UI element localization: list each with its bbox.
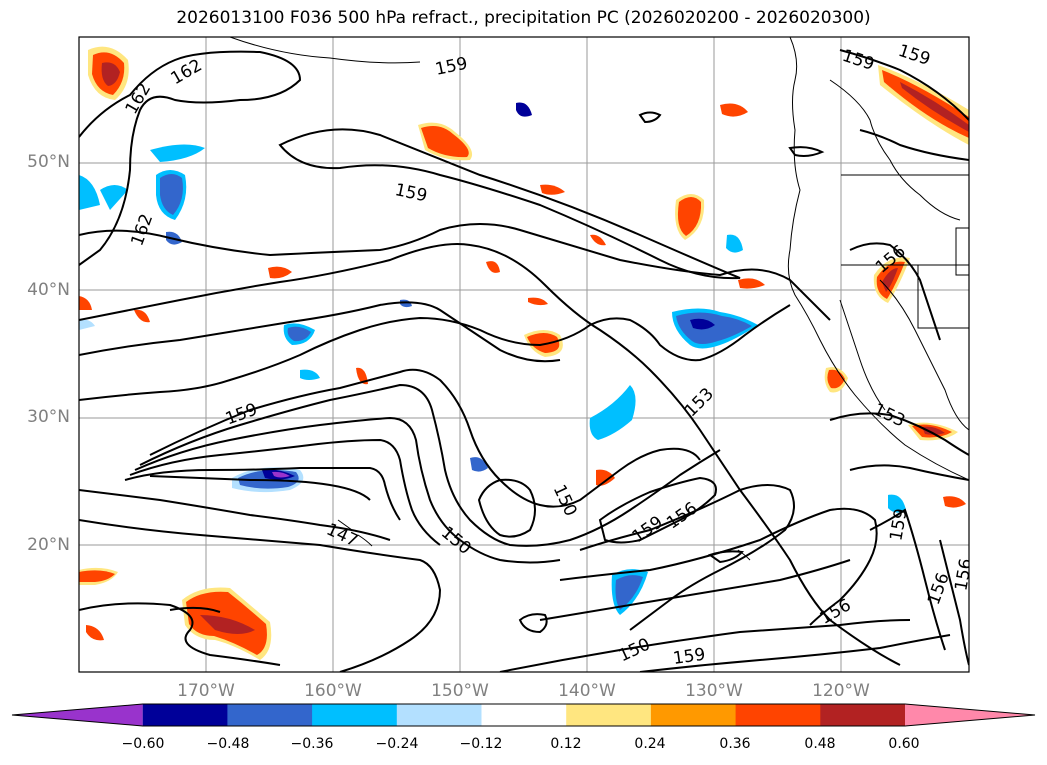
contour-label: 159 (393, 180, 429, 206)
grid (79, 37, 969, 672)
colorbar-tick-label: −0.60 (121, 736, 165, 752)
colorbar-tick-label: 0.36 (719, 736, 751, 752)
colorbar-tick-label: −0.24 (375, 736, 419, 752)
colorbar-tick-label: 0.12 (550, 736, 582, 752)
map-title: 2026013100 F036 500 hPa refract., precip… (176, 8, 871, 28)
colorbar-swatch (650, 704, 737, 726)
colorbar-tick-label: 0.48 (804, 736, 836, 752)
colorbar-tick-label: −0.12 (459, 736, 503, 752)
map-frame (78, 36, 970, 673)
lon-label: 140°W (558, 681, 616, 701)
contour-label: 159 (223, 400, 260, 430)
coastlines (229, 37, 969, 561)
lat-label: 40°N (27, 280, 70, 300)
colorbar-swatch (481, 704, 567, 726)
colorbar-swatch (820, 704, 906, 726)
colorbar-tick-label: −0.36 (290, 736, 334, 752)
lon-label: 170°W (177, 681, 235, 701)
refractivity-contours (79, 49, 969, 672)
lon-label: 130°W (685, 681, 743, 701)
contour-label: 150 (437, 523, 475, 559)
contour-label: 159 (672, 645, 707, 669)
contour-label: 159 (886, 507, 911, 542)
colorbar-extend-min (12, 704, 143, 726)
colorbar-swatch (142, 704, 228, 726)
colorbar-extend-max (905, 704, 1035, 726)
contour-label: 159 (840, 46, 877, 75)
contour-label: 153 (870, 400, 908, 432)
colorbar-swatch (227, 704, 313, 726)
colorbar-swatch (735, 704, 821, 726)
precip-positive (79, 46, 969, 660)
contour-label: 153 (681, 384, 718, 421)
lat-label: 30°N (27, 407, 70, 427)
colorbar-tick-label: 0.60 (888, 736, 920, 752)
contour-label: 159 (896, 41, 933, 70)
contour-label: 162 (127, 211, 157, 248)
colorbar-outline (11, 703, 1036, 727)
lon-label: 120°W (812, 681, 870, 701)
colorbar (11, 703, 1036, 727)
contour-label: 150 (549, 482, 581, 520)
lat-label: 50°N (27, 152, 70, 172)
lat-label: 20°N (27, 535, 70, 555)
contour-label: 156 (951, 557, 976, 592)
contour-label: 150 (616, 634, 654, 666)
colorbar-tick-label: 0.24 (634, 736, 666, 752)
lon-label: 160°W (304, 681, 362, 701)
lon-label: 150°W (431, 681, 489, 701)
contour-label: 156 (924, 570, 954, 607)
contour-label: 159 (433, 54, 469, 80)
colorbar-swatch (396, 704, 483, 726)
colorbar-swatch (312, 704, 398, 726)
colorbar-tick-label: −0.48 (206, 736, 250, 752)
colorbar-swatch (566, 704, 652, 726)
contour-label: 156 (663, 498, 701, 533)
